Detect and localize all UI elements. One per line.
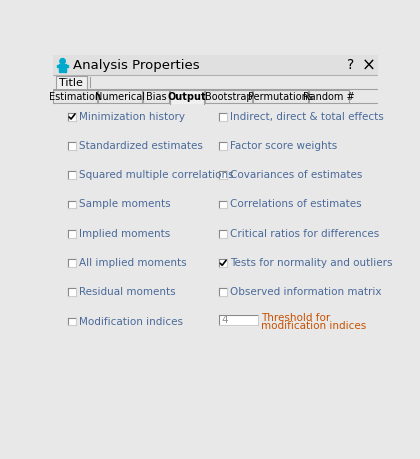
- Bar: [55, 76, 87, 89]
- Text: Correlations of estimates: Correlations of estimates: [230, 200, 362, 209]
- Bar: [68, 171, 76, 179]
- Bar: [219, 201, 227, 208]
- Bar: [52, 89, 378, 103]
- Bar: [219, 288, 227, 296]
- Text: ?: ?: [347, 58, 354, 72]
- Bar: [68, 288, 76, 296]
- Bar: [66, 65, 68, 67]
- Bar: [219, 171, 227, 179]
- Bar: [253, 90, 308, 103]
- Text: Numerical: Numerical: [95, 92, 145, 101]
- Bar: [68, 201, 76, 208]
- Bar: [68, 142, 76, 150]
- Bar: [60, 64, 66, 69]
- Bar: [219, 113, 227, 121]
- Text: Observed information matrix: Observed information matrix: [230, 287, 381, 297]
- Text: Implied moments: Implied moments: [79, 229, 170, 239]
- Text: Standardized estimates: Standardized estimates: [79, 141, 203, 151]
- Text: Modification indices: Modification indices: [79, 317, 183, 326]
- Text: Permutations: Permutations: [248, 92, 313, 101]
- Text: Bias: Bias: [146, 92, 166, 101]
- Bar: [205, 90, 252, 103]
- Text: Threshold for: Threshold for: [261, 313, 330, 324]
- Bar: [309, 90, 349, 103]
- Bar: [68, 259, 76, 267]
- Text: Tests for normality and outliers: Tests for normality and outliers: [230, 258, 392, 268]
- Bar: [68, 318, 76, 325]
- Bar: [170, 90, 205, 104]
- Bar: [143, 90, 169, 103]
- Circle shape: [60, 59, 65, 64]
- Text: Title: Title: [59, 78, 83, 88]
- Text: modification indices: modification indices: [261, 321, 366, 331]
- Bar: [98, 90, 142, 103]
- Bar: [53, 90, 97, 103]
- Text: Indirect, direct & total effects: Indirect, direct & total effects: [230, 112, 384, 122]
- Text: 4: 4: [221, 315, 228, 325]
- Bar: [52, 75, 378, 89]
- Text: Random #: Random #: [303, 92, 354, 101]
- Text: Residual moments: Residual moments: [79, 287, 176, 297]
- Bar: [68, 113, 76, 121]
- Text: Output: Output: [168, 92, 206, 101]
- Bar: [63, 69, 66, 72]
- Text: Factor score weights: Factor score weights: [230, 141, 337, 151]
- Text: Estimation: Estimation: [49, 92, 101, 101]
- Bar: [219, 259, 227, 267]
- Text: Covariances of estimates: Covariances of estimates: [230, 170, 362, 180]
- Bar: [57, 65, 60, 67]
- Bar: [52, 103, 378, 409]
- Bar: [219, 142, 227, 150]
- Bar: [219, 230, 227, 238]
- Text: Critical ratios for differences: Critical ratios for differences: [230, 229, 379, 239]
- Text: ×: ×: [362, 56, 375, 74]
- Bar: [60, 69, 62, 72]
- Text: Sample moments: Sample moments: [79, 200, 171, 209]
- Bar: [219, 314, 258, 325]
- Bar: [68, 230, 76, 238]
- Text: Squared multiple correlations: Squared multiple correlations: [79, 170, 234, 180]
- Bar: [52, 55, 378, 75]
- Text: Minimization history: Minimization history: [79, 112, 185, 122]
- Text: Analysis Properties: Analysis Properties: [73, 59, 199, 72]
- Text: All implied moments: All implied moments: [79, 258, 186, 268]
- Text: Bootstrap: Bootstrap: [205, 92, 252, 101]
